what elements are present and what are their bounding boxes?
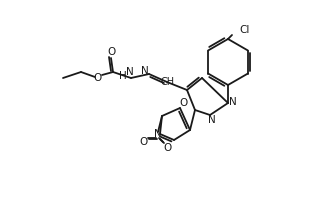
Text: O: O [107,47,115,57]
Text: O: O [93,73,101,83]
Text: Cl: Cl [239,25,249,35]
Text: N: N [229,97,237,107]
Text: H: H [119,71,127,81]
Text: N: N [126,67,134,77]
Text: O: O [139,137,147,147]
Text: N: N [154,129,162,139]
Text: O: O [163,143,171,153]
Text: CH: CH [161,77,175,87]
Text: N: N [141,66,149,76]
Text: N: N [208,115,216,125]
Text: O: O [180,98,188,108]
